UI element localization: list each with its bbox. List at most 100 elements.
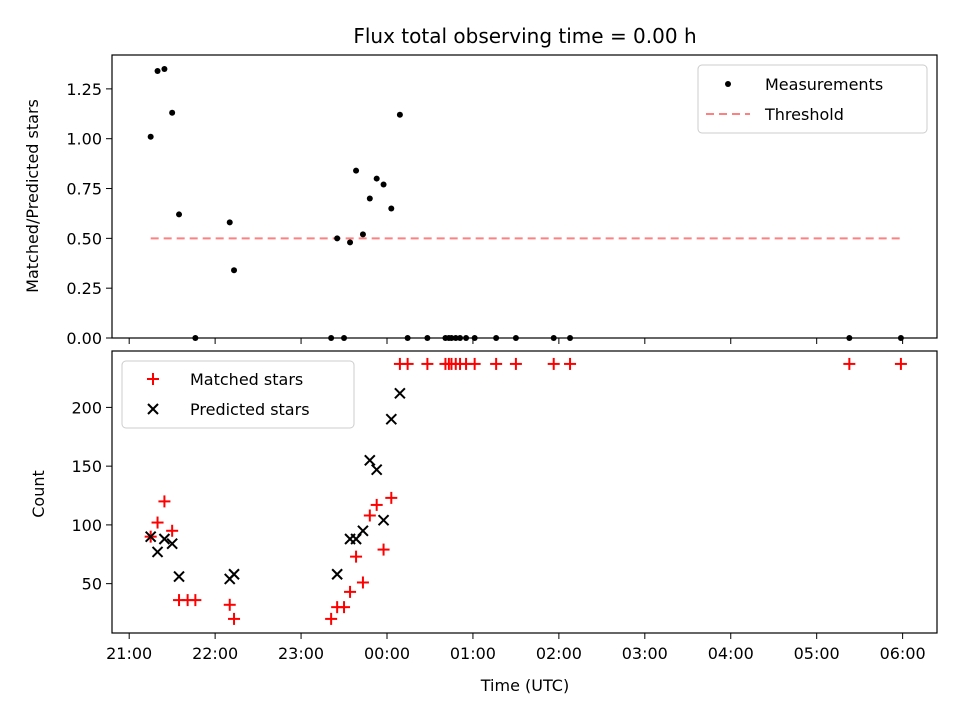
- measurement-point: [154, 67, 161, 74]
- measurement-point: [457, 335, 464, 341]
- matched-star-point: [468, 357, 481, 370]
- measurement-point: [396, 111, 403, 118]
- matched-star-point: [181, 594, 194, 607]
- bottom-panel: Count Time (UTC) 21:00 22:00 23:00 00:00 01:…: [29, 350, 938, 695]
- predicted-star-point: [144, 530, 157, 543]
- measurement-point: [493, 335, 500, 341]
- matched-star-point: [370, 498, 383, 511]
- measurement-point: [404, 335, 411, 341]
- matched-star-point: [377, 543, 390, 556]
- predicted-marker-b: [166, 537, 178, 550]
- matched-star-point: [158, 495, 171, 508]
- y-tick-label: 1.25: [66, 80, 102, 99]
- legend-measurements-label: Measurements: [765, 75, 883, 94]
- matched-star-point: [228, 612, 241, 625]
- y-tick-label: 0.25: [66, 279, 102, 298]
- y-tick-label: 100: [71, 516, 102, 535]
- predicted-marker-b: [394, 387, 406, 400]
- top-panel: Matched/Predicted stars 0.00 0.25 0.50 0.75…: [23, 54, 938, 348]
- predicted-star-point: [385, 413, 398, 425]
- measurement-point: [231, 267, 238, 274]
- matched-star-point: [344, 585, 357, 598]
- predicted-star-point: [357, 525, 369, 537]
- matched-star-point: [564, 357, 577, 370]
- x-tick-label: 23:00: [278, 644, 324, 663]
- x-tick-label: 05:00: [794, 644, 840, 663]
- measurement-point: [424, 335, 431, 341]
- matched-star-point: [547, 357, 560, 370]
- bottom-y-axis-label: Count: [29, 470, 48, 518]
- legend-matched-marker: [147, 373, 159, 385]
- measurement-point: [353, 167, 360, 174]
- x-tick-label: 01:00: [450, 644, 496, 663]
- predicted-marker-b: [151, 546, 164, 558]
- top-legend: Measurements Threshold: [697, 64, 928, 134]
- measurement-point: [226, 219, 233, 226]
- matched-star-point: [166, 524, 179, 537]
- predicted-star-point: [228, 568, 240, 580]
- measurement-point: [347, 239, 354, 246]
- measurement-point: [388, 205, 395, 212]
- matched-star-point: [385, 491, 398, 504]
- measurement-point: [448, 335, 455, 341]
- matched-star-point: [421, 357, 434, 370]
- measurement-point: [463, 335, 470, 341]
- predicted-star-point: [331, 568, 343, 580]
- measurement-point: [192, 335, 199, 341]
- top-plot-area: [111, 54, 938, 339]
- legend-measurement-marker: [725, 81, 731, 87]
- legend-predicted-label: Predicted stars: [190, 400, 310, 419]
- top-legend-box: [697, 64, 928, 134]
- top-ticks: 0.00 0.25 0.50 0.75 1.00 1.25: [66, 80, 904, 348]
- measurement-point: [359, 231, 366, 238]
- measurement-point: [328, 335, 335, 341]
- measurement-point: [550, 335, 557, 341]
- predicted-star-point: [394, 387, 406, 400]
- top-marks: [147, 65, 904, 341]
- predicted-star-point: [364, 454, 376, 466]
- predicted-star-point: [166, 537, 178, 550]
- predicted-star-point: [158, 533, 171, 545]
- matched-star-point: [894, 357, 907, 370]
- y-tick-label: 150: [71, 457, 102, 476]
- matched-star-point: [338, 601, 351, 614]
- measurement-point: [567, 335, 574, 341]
- predicted-marker-b: [331, 568, 343, 580]
- matched-star-point: [151, 516, 164, 529]
- predicted-marker-b: [370, 463, 383, 476]
- predicted-star-point: [370, 463, 383, 476]
- predicted-marker-b: [144, 530, 157, 543]
- legend-predicted-marker: [147, 403, 159, 415]
- x-tick-label: 21:00: [106, 644, 152, 663]
- top-y-axis-label: Matched/Predicted stars: [23, 99, 42, 293]
- predicted-marker-b: [228, 568, 240, 580]
- measurement-point: [897, 335, 904, 341]
- legend-matched-label: Matched stars: [190, 370, 303, 389]
- predicted-star-point: [173, 570, 185, 583]
- predicted-marker-b: [357, 525, 369, 537]
- bottom-marks: [144, 357, 907, 625]
- measurement-point: [846, 335, 853, 341]
- measurement-point: [176, 211, 183, 218]
- measurement-point: [147, 133, 154, 140]
- measurement-point: [471, 335, 478, 341]
- legend-threshold-label: Threshold: [764, 105, 844, 124]
- x-tick-label: 03:00: [622, 644, 668, 663]
- x-tick-label: 04:00: [708, 644, 754, 663]
- matched-star-point: [363, 509, 376, 522]
- predicted-star-point: [377, 514, 390, 526]
- measurement-point: [334, 235, 341, 242]
- predicted-marker-b: [158, 533, 171, 545]
- measurement-point: [161, 65, 168, 72]
- matched-star-point: [509, 357, 522, 370]
- measurement-point: [512, 335, 519, 341]
- measurement-point: [380, 181, 387, 188]
- bottom-legend: Matched stars Predicted stars: [121, 360, 355, 429]
- x-axis-label: Time (UTC): [480, 676, 569, 695]
- x-tick-label: 02:00: [536, 644, 582, 663]
- matched-star-point: [223, 598, 236, 611]
- matched-star-point: [490, 357, 503, 370]
- y-tick-label: 0.75: [66, 180, 102, 199]
- matched-star-point: [325, 612, 338, 625]
- matched-star-point: [401, 357, 414, 370]
